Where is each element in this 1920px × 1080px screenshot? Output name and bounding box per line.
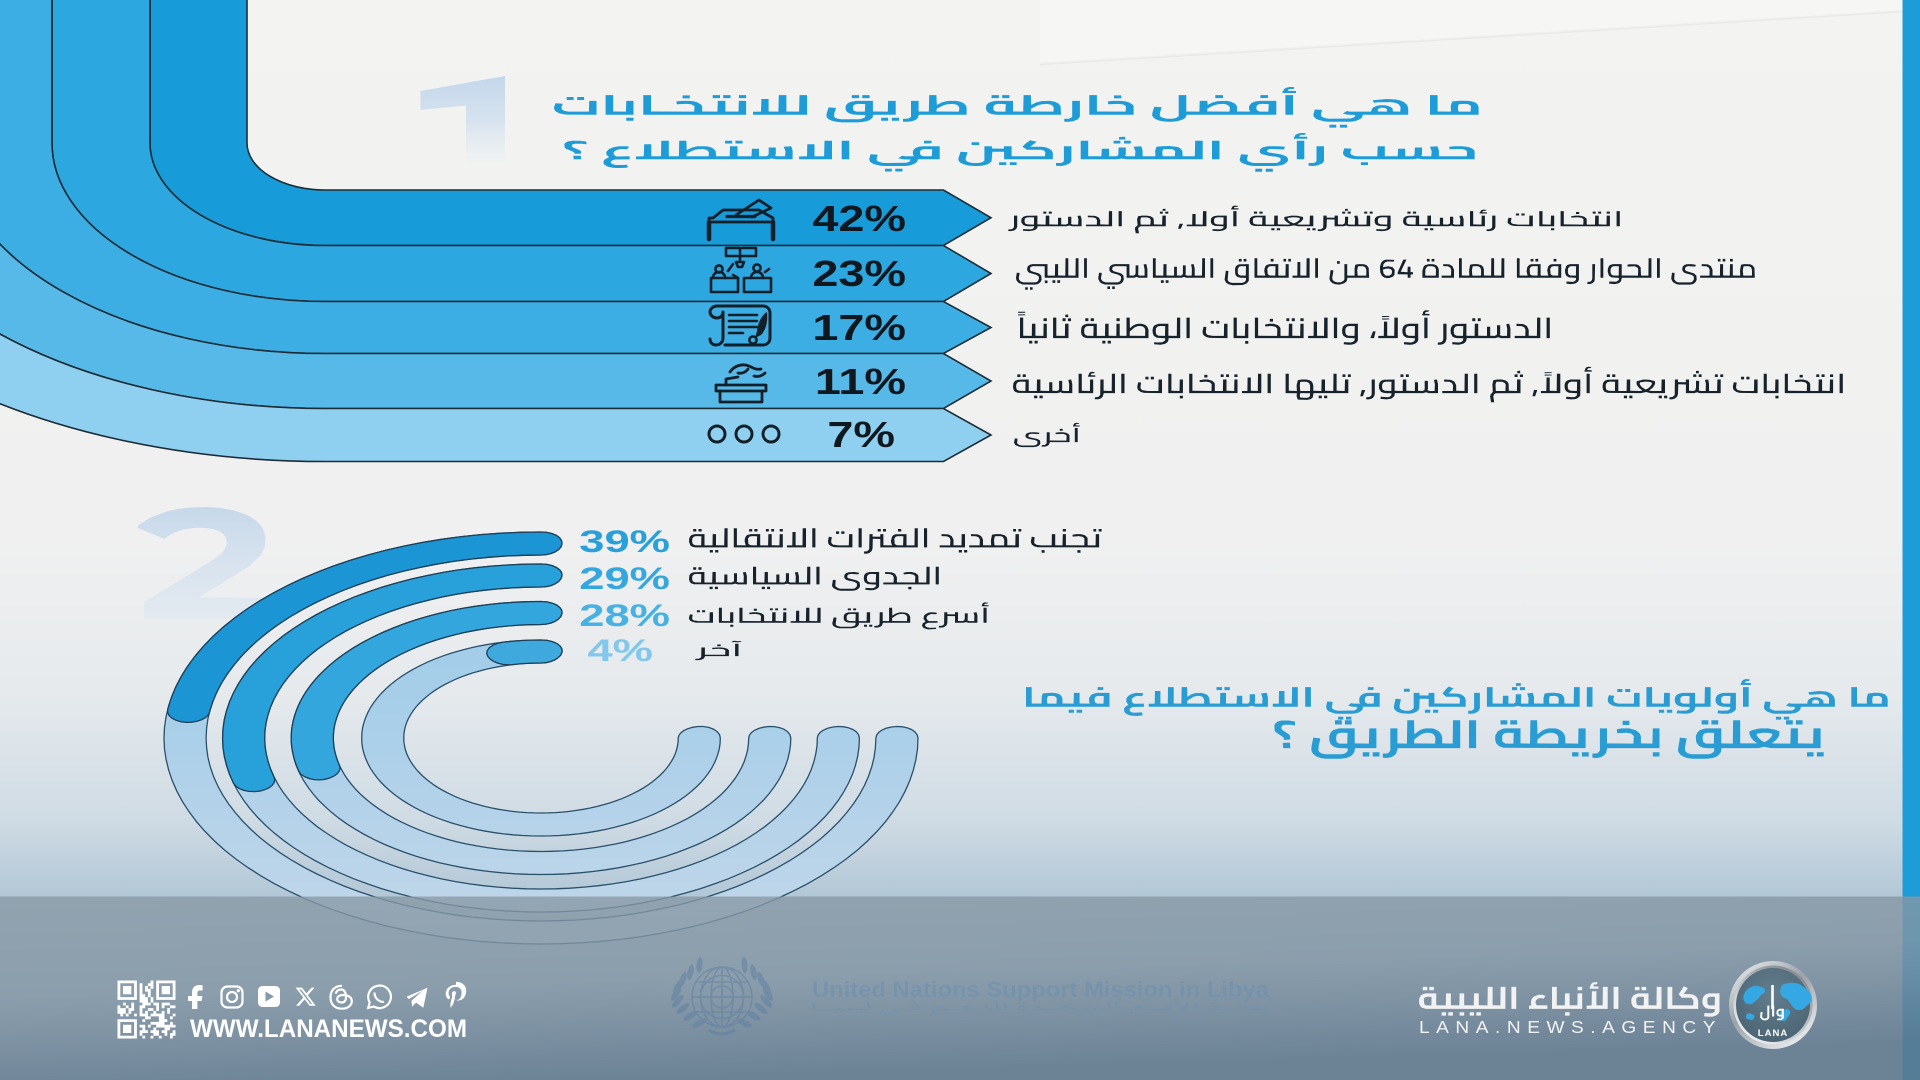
svg-text:42%: 42% <box>812 198 906 239</box>
svg-text:LANA.NEWS.AGENCY: LANA.NEWS.AGENCY <box>1419 1017 1722 1037</box>
svg-text:7%: 7% <box>827 414 895 455</box>
svg-text:WWW.LANANEWS.COM: WWW.LANANEWS.COM <box>190 1016 467 1043</box>
svg-text:United Nations Support Mission: United Nations Support Mission in Libya <box>812 977 1270 1002</box>
svg-text:29%: 29% <box>579 562 670 597</box>
svg-text:11%: 11% <box>815 361 906 402</box>
svg-text:23%: 23% <box>812 253 906 294</box>
svg-text:39%: 39% <box>579 525 670 560</box>
svg-text:LANA: LANA <box>1758 1028 1788 1039</box>
svg-text:17%: 17% <box>812 307 906 348</box>
svg-text:4%: 4% <box>587 634 653 669</box>
svg-text:28%: 28% <box>579 599 670 634</box>
